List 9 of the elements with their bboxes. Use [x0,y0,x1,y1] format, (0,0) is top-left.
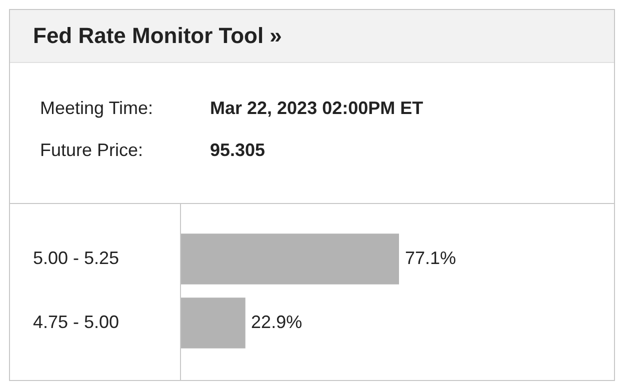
y-tick-label: 5.00 - 5.25 [33,248,120,268]
text: Mar 22, 2023 02:00PM ET [210,98,424,119]
text: Meeting Time: [40,98,154,119]
data-label: 22.9% [251,312,302,332]
data-label: 77.1% [405,248,456,268]
chart-title: Fed Rate Monitor Tool » [33,23,282,49]
text: Future Price: [40,140,144,161]
y-tick-label: 4.75 - 5.00 [33,312,120,332]
text: 95.305 [210,140,266,161]
